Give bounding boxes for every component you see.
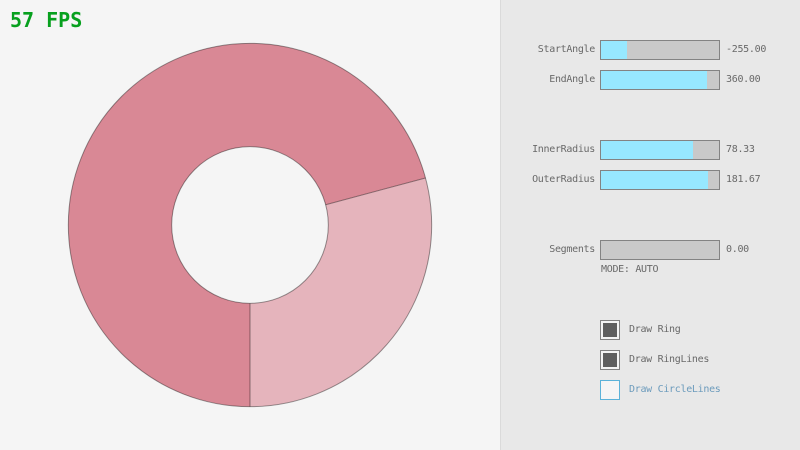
start-angle-value: -255.00 bbox=[726, 44, 767, 55]
mode-label: MODE: AUTO bbox=[601, 264, 659, 275]
segments-slider[interactable] bbox=[600, 240, 720, 260]
ring-radial-line bbox=[325, 177, 426, 206]
inner-radius-row: InnerRadius 78.33 bbox=[501, 140, 800, 160]
slider-fill bbox=[601, 71, 708, 89]
draw-ringlines-checkbox[interactable] bbox=[600, 350, 620, 370]
draw-ringlines-label: Draw RingLines bbox=[629, 354, 710, 365]
outer-radius-label: OuterRadius bbox=[532, 174, 595, 185]
controls-panel: StartAngle -255.00 EndAngle 360.00 Inner… bbox=[500, 0, 800, 450]
end-angle-row: EndAngle 360.00 bbox=[501, 70, 800, 90]
end-angle-value: 360.00 bbox=[726, 74, 761, 85]
segments-value: 0.00 bbox=[726, 244, 749, 255]
start-angle-row: StartAngle -255.00 bbox=[501, 40, 800, 60]
end-angle-label: EndAngle bbox=[549, 74, 595, 85]
outer-radius-row: OuterRadius 181.67 bbox=[501, 170, 800, 190]
inner-radius-value: 78.33 bbox=[726, 144, 755, 155]
end-angle-slider[interactable] bbox=[600, 70, 720, 90]
draw-ring-checkbox[interactable] bbox=[600, 320, 620, 340]
checkmark-fill bbox=[603, 353, 617, 367]
ring-sector-single-light bbox=[250, 177, 432, 407]
outer-radius-value: 181.67 bbox=[726, 174, 761, 185]
inner-radius-label: InnerRadius bbox=[532, 144, 595, 155]
draw-circlelines-label: Draw CircleLines bbox=[629, 384, 721, 395]
slider-fill bbox=[601, 141, 694, 159]
checkmark-fill bbox=[603, 323, 617, 337]
ring-sector-overlap-dark bbox=[68, 43, 426, 407]
ring-inner-outline bbox=[171, 146, 329, 304]
fps-counter: 57 FPS bbox=[10, 8, 83, 32]
draw-circlelines-row: Draw CircleLines bbox=[501, 380, 800, 400]
draw-ring-label: Draw Ring bbox=[629, 324, 681, 335]
slider-fill bbox=[601, 41, 627, 59]
draw-ring-row: Draw Ring bbox=[501, 320, 800, 340]
start-angle-slider[interactable] bbox=[600, 40, 720, 60]
inner-radius-slider[interactable] bbox=[600, 140, 720, 160]
segments-label: Segments bbox=[549, 244, 595, 255]
draw-ringlines-row: Draw RingLines bbox=[501, 350, 800, 370]
slider-fill bbox=[601, 171, 709, 189]
start-angle-label: StartAngle bbox=[537, 44, 596, 55]
outer-radius-slider[interactable] bbox=[600, 170, 720, 190]
draw-circlelines-checkbox[interactable] bbox=[600, 380, 620, 400]
ring-outer-outline bbox=[67, 42, 433, 408]
segments-row: Segments 0.00 bbox=[501, 240, 800, 260]
